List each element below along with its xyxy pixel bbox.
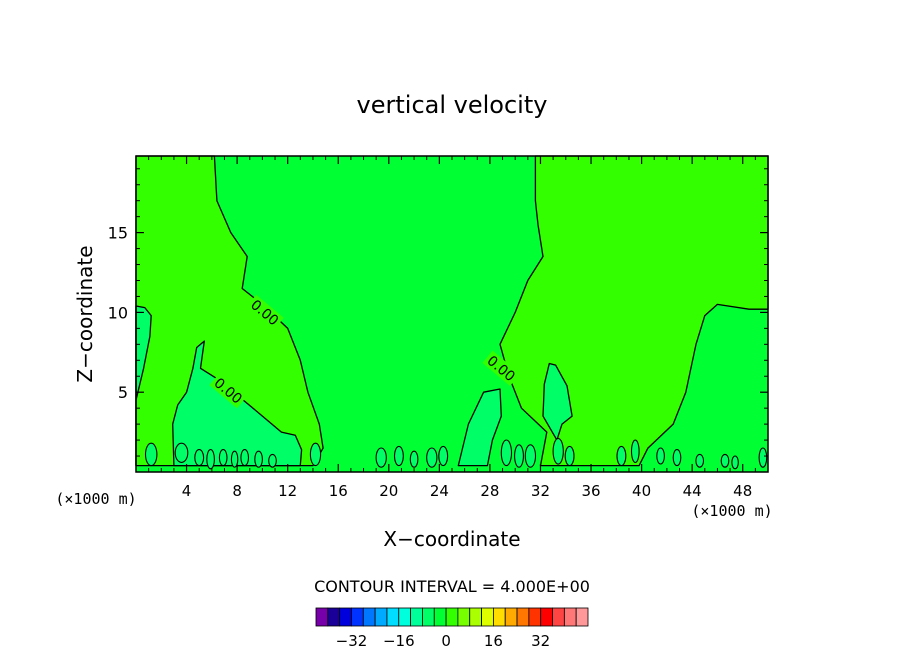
x-tick-label-32: 32 xyxy=(531,482,550,500)
colorbar-swatch-20 xyxy=(552,607,565,627)
contour-line-near-zero-3 xyxy=(542,362,573,441)
x-tick-label-20: 20 xyxy=(379,482,398,500)
x-axis: 4 8 12 16 20 24 28 32 36 40 44 48 xyxy=(148,156,756,500)
small-contour-blobs xyxy=(144,437,768,470)
contour-blob xyxy=(194,449,205,467)
contour-line-near-zero-0 xyxy=(135,305,152,467)
contour-blob xyxy=(240,449,250,467)
contour-blob xyxy=(514,444,524,468)
colorbar-swatch-17 xyxy=(516,607,530,627)
y-tick-label-15: 15 xyxy=(108,224,128,243)
contour-blob xyxy=(144,442,158,467)
colorbar-tick-label-1: −16 xyxy=(383,632,415,650)
colorbar-swatch-6 xyxy=(386,607,400,627)
contour-blob xyxy=(174,442,189,463)
colorbar-swatch-16 xyxy=(504,607,518,627)
contour-blob xyxy=(500,439,513,467)
contour-blob xyxy=(758,447,768,468)
contour-label-backdrop xyxy=(209,372,248,409)
colorbar-swatch-13 xyxy=(469,607,482,627)
y-axis: 5 10 15 xyxy=(108,168,768,457)
colorbar-swatch-9 xyxy=(422,607,435,627)
contour-blob xyxy=(630,439,640,464)
colorbar-swatch-10 xyxy=(433,607,447,627)
x-tick-label-24: 24 xyxy=(430,482,449,500)
x-tick-label-48: 48 xyxy=(733,482,752,500)
contour-blob xyxy=(695,453,705,468)
x-unit-right: (×1000 m) xyxy=(691,502,772,520)
x-unit-left: (×1000 m) xyxy=(55,490,136,508)
contour-label-backdrop xyxy=(482,350,521,386)
contour-interval-label: CONTOUR INTERVAL = 4.000E+00 xyxy=(314,577,590,596)
contour-blob xyxy=(672,449,682,467)
contour-blob xyxy=(438,445,449,467)
colorbar-tick-label-3: 16 xyxy=(484,632,503,650)
contour-blob xyxy=(206,449,215,470)
x-tick-label-40: 40 xyxy=(632,482,651,500)
chart-title: vertical velocity xyxy=(357,91,548,119)
colorbar-swatch-21 xyxy=(563,607,577,627)
contour-blob xyxy=(552,437,564,465)
colorbar-swatch-12 xyxy=(457,607,471,627)
x-tick-label-44: 44 xyxy=(683,482,702,500)
colorbar-swatch-3 xyxy=(351,607,364,627)
contour-blob xyxy=(524,444,537,468)
colorbar-swatch-18 xyxy=(528,607,542,627)
contour-blob xyxy=(616,445,627,467)
contour-blob xyxy=(254,450,263,468)
colorbar-swatch-4 xyxy=(362,607,376,627)
contour-blob xyxy=(393,445,404,467)
colorbar-swatch-19 xyxy=(540,607,553,627)
contour-blob xyxy=(426,447,438,468)
contour-blob xyxy=(409,450,419,468)
x-tick-label-36: 36 xyxy=(581,482,600,500)
y-tick-label-10: 10 xyxy=(108,303,128,322)
contour-blob xyxy=(564,445,575,467)
colorbar-swatch-14 xyxy=(481,607,494,627)
x-tick-label-12: 12 xyxy=(278,482,297,500)
contour-blob xyxy=(656,447,665,465)
colorbar-swatch-22 xyxy=(575,607,589,627)
contour-line-positive-1 xyxy=(499,155,769,467)
x-axis-label: X−coordinate xyxy=(383,527,520,551)
colorbar-swatch-5 xyxy=(374,607,388,627)
colorbar-swatch-15 xyxy=(492,607,506,627)
x-tick-label-4: 4 xyxy=(182,482,192,500)
colorbar-tick-label-4: 32 xyxy=(531,632,550,650)
contour-blob xyxy=(268,453,277,468)
colorbar-swatch-7 xyxy=(398,607,412,627)
contour-blob xyxy=(309,442,322,467)
colorbar-swatch-11 xyxy=(445,607,459,627)
plot-area: 0.000.000.00 xyxy=(135,155,769,473)
contour-label-backdrop xyxy=(245,294,284,331)
colorbar-swatch-2 xyxy=(339,607,352,627)
y-axis-label: Z−coordinate xyxy=(73,245,97,382)
x-tick-label-8: 8 xyxy=(232,482,242,500)
colorbar-tick-label-0: −32 xyxy=(336,632,368,650)
colorbar-swatch-8 xyxy=(410,607,423,627)
contour-blob xyxy=(218,449,228,467)
colorbar-swatch-1 xyxy=(327,607,341,627)
positive-region-0 xyxy=(136,156,324,466)
contour-blob xyxy=(230,450,239,468)
colorbar-swatch-0 xyxy=(315,607,329,627)
contour-blob xyxy=(731,455,739,470)
y-tick-label-5: 5 xyxy=(118,383,128,402)
colorbar: −32 −16 0 16 32 xyxy=(315,607,589,650)
contour-line-near-zero-2 xyxy=(457,388,502,467)
x-tick-label-28: 28 xyxy=(480,482,499,500)
x-tick-label-16: 16 xyxy=(329,482,348,500)
contour-blob xyxy=(375,447,387,468)
colorbar-tick-label-2: 0 xyxy=(441,632,451,650)
contour-blob xyxy=(720,453,730,468)
